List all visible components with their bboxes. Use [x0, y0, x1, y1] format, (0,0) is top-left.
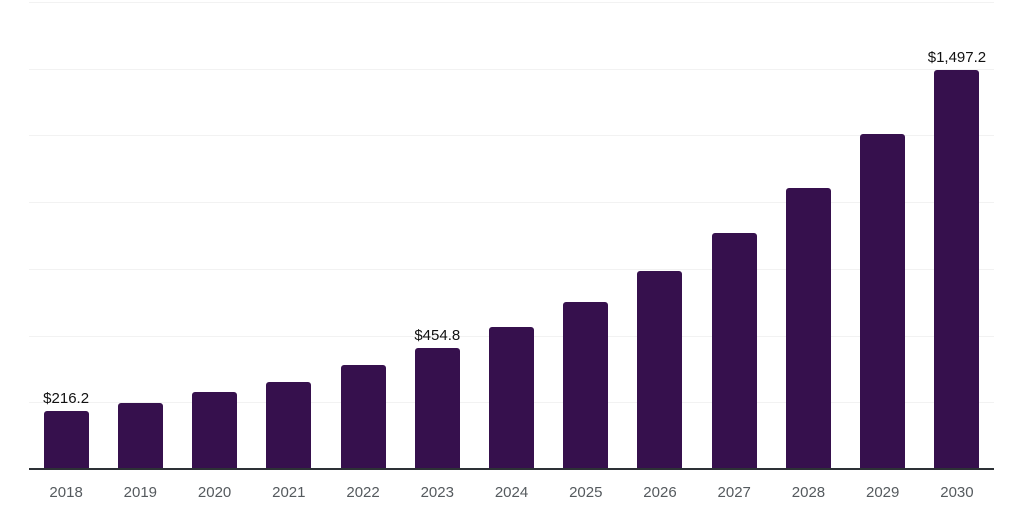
- bar-value-label-2030: $1,497.2: [927, 48, 987, 66]
- bar-column-2022: [326, 2, 400, 469]
- x-axis-label-2021: 2021: [272, 484, 306, 501]
- bar-2025: [563, 301, 609, 469]
- bar-value-label-2018: $216.2: [43, 390, 90, 408]
- bar-2022: [340, 365, 386, 469]
- bar-column-2024: [474, 2, 548, 469]
- x-axis-label-2029: 2029: [866, 484, 900, 501]
- bars-container: $216.2 $454.8 $1,497.2: [29, 2, 994, 469]
- bar-2018: [43, 411, 89, 469]
- bar-column-2021: [252, 2, 326, 469]
- gridline-1500: [29, 68, 994, 70]
- bar-column-2027: [697, 2, 771, 469]
- bar-2026: [637, 270, 683, 469]
- bar-2021: [266, 381, 312, 469]
- bar-2029: [860, 133, 906, 469]
- bar-column-2028: [771, 2, 845, 469]
- x-axis-label-2030: 2030: [940, 484, 974, 501]
- bar-column-2019: [103, 2, 177, 469]
- bar-column-2030: $1,497.2: [920, 2, 994, 469]
- x-axis-label-2026: 2026: [643, 484, 677, 501]
- bar-2027: [711, 233, 757, 469]
- gridline-1250: [29, 135, 994, 137]
- bar-column-2023: $454.8: [400, 2, 474, 469]
- x-axis-label-2028: 2028: [791, 484, 826, 501]
- bar-2028: [785, 188, 831, 469]
- bar-column-2018: $216.2: [29, 2, 103, 469]
- bar-column-2029: [846, 2, 920, 469]
- bar-column-2026: [623, 2, 697, 469]
- x-axis-label-2019: 2019: [123, 484, 158, 501]
- bar-column-2025: [549, 2, 623, 469]
- bar-column-2020: [177, 2, 251, 469]
- gridline-1750: [29, 2, 994, 3]
- bar-2023: [414, 347, 460, 469]
- bar-2019: [117, 402, 163, 469]
- x-axis-label-2025: 2025: [569, 484, 603, 501]
- x-axis-label-2020: 2020: [197, 484, 232, 501]
- x-axis-label-2022: 2022: [346, 484, 380, 501]
- x-axis-label-2023: 2023: [420, 484, 454, 501]
- gridline-750: [29, 268, 994, 270]
- x-axis-label-2027: 2027: [717, 484, 751, 501]
- bar-2030: [934, 69, 980, 469]
- x-axis-label-2018: 2018: [49, 484, 83, 501]
- x-axis-label-2024: 2024: [494, 484, 529, 501]
- x-axis: 2018 2019 2020 2021 2022 2023 2024 2025 2026 2027…: [29, 484, 994, 501]
- bar-2020: [192, 392, 238, 469]
- bar-2024: [489, 326, 535, 469]
- x-axis-line: [29, 468, 994, 470]
- bar-value-label-2023: $454.8: [414, 326, 461, 344]
- plot-area: $216.2 $454.8 $1,497.2: [29, 2, 994, 470]
- gridline-1000: [29, 202, 994, 204]
